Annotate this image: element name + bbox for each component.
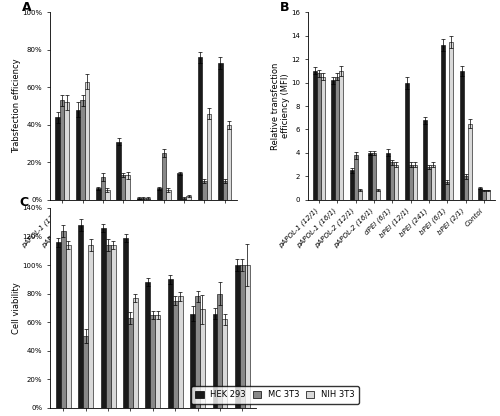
Bar [61,231,66,408]
Bar [431,165,435,200]
Bar [408,165,412,200]
Bar [106,245,110,408]
Bar [206,114,211,200]
Bar [313,71,317,200]
Bar [88,245,93,408]
Y-axis label: Cell viability: Cell viability [12,282,21,334]
Bar [110,245,116,408]
Bar [146,282,150,408]
Bar [358,190,362,200]
Bar [64,102,69,200]
Bar [486,190,490,200]
Bar [116,141,121,200]
Bar [142,198,146,200]
Bar [222,181,227,200]
Bar [227,125,232,200]
Bar [244,265,250,408]
Bar [427,167,431,200]
Bar [336,77,340,200]
Bar [235,265,240,408]
Bar [478,188,482,200]
Bar [80,100,85,200]
Bar [126,176,130,200]
Bar [178,297,182,408]
Bar [412,165,416,200]
Bar [157,188,162,200]
Bar [162,153,166,200]
Bar [222,319,228,408]
Bar [354,155,358,200]
Bar [195,297,200,408]
Bar [212,314,218,408]
Bar [460,71,464,200]
Bar [423,120,427,200]
Text: A: A [22,1,32,14]
Bar [56,242,61,408]
Bar [446,182,450,200]
Bar [482,190,486,200]
Bar [123,238,128,408]
Bar [150,315,156,408]
Bar [78,225,84,408]
Bar [137,198,141,200]
Bar [100,228,105,408]
Bar [60,100,64,200]
Bar [218,63,222,200]
Bar [76,110,80,200]
Bar [190,314,195,408]
Bar [386,153,390,200]
Bar [182,198,186,200]
Bar [66,245,71,408]
Bar [468,124,471,200]
Bar [166,190,170,200]
Bar [442,45,446,200]
Bar [100,177,105,200]
Bar [202,181,206,200]
Bar [321,77,325,200]
Bar [404,83,408,200]
Bar [218,294,222,408]
Bar [240,265,244,408]
Bar [56,117,60,200]
Bar [340,71,344,200]
Bar [133,298,138,408]
Bar [368,153,372,200]
Bar [317,73,321,200]
Bar [121,176,126,200]
Bar [198,57,202,200]
Text: C: C [19,196,28,209]
Bar [464,176,468,200]
Bar [156,315,160,408]
Bar [84,337,88,408]
Y-axis label: Trabsfection efficiency: Trabsfection efficiency [12,59,21,154]
Bar [105,190,110,200]
Bar [168,279,172,408]
Bar [85,82,89,200]
Bar [376,190,380,200]
Y-axis label: Relative transfection
efficiency (MFI): Relative transfection efficiency (MFI) [270,62,290,150]
Bar [332,80,336,200]
Bar [186,196,191,200]
Bar [450,42,454,200]
Text: B: B [280,1,289,14]
Bar [178,173,182,200]
Bar [128,318,133,408]
Bar [146,198,150,200]
Legend: HEK 293, MC 3T3, NIH 3T3: HEK 293, MC 3T3, NIH 3T3 [192,386,358,404]
Bar [172,301,178,408]
Bar [96,188,100,200]
Bar [390,162,394,200]
Bar [394,165,398,200]
Bar [200,309,205,408]
Bar [372,153,376,200]
Bar [350,171,354,200]
